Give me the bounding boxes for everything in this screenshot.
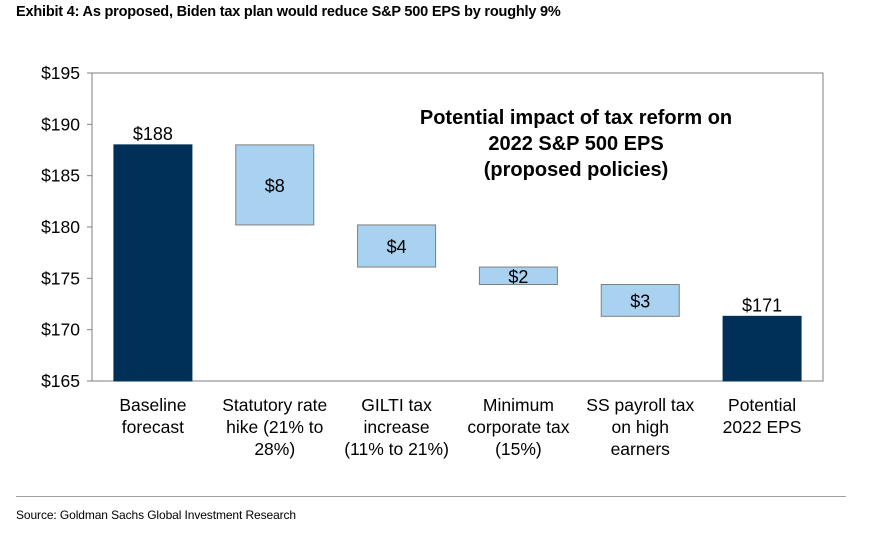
change-bar [357,224,437,268]
change-bar [478,266,558,285]
y-tick-label: $190 [41,114,80,134]
y-tick-label: $195 [41,63,80,83]
x-category-label: Baseline forecast [119,395,186,437]
change-bar [600,283,680,317]
exhibit-title: Exhibit 4: As proposed, Biden tax plan w… [16,4,561,20]
bars [113,144,802,382]
x-category-label: SS payroll tax on high earners [586,395,694,459]
waterfall-chart: $165$170$175$180$185$190$195 $188$8$4$2$… [41,63,824,459]
bar-value-label: $188 [133,124,173,144]
y-tick-label: $180 [41,217,80,237]
y-tick-label: $185 [41,166,80,186]
x-category-label: Statutory rate hike (21% to 28%) [222,395,327,459]
bar-labels: $188 $8 $4 $2 $3 $171 [133,124,782,315]
source-note: Source: Goldman Sachs Global Investment … [16,508,297,522]
bar-value-label: $3 [630,291,650,311]
y-tick-label: $170 [41,320,80,340]
y-tick-label: $165 [41,371,80,391]
x-category-label: GILTI tax increase (11% to 21%) [344,395,449,459]
x-category-label: Potential 2022 EPS [723,395,802,437]
bar-value-label: $2 [508,267,528,287]
y-axis-ticks: $165 $170 $175 $180 $185 $190 $195 [41,63,92,391]
source-divider [16,496,846,497]
inner-chart-title: Potential impact of tax reform on 2022 S&… [420,107,732,181]
plot-area [91,72,824,382]
x-category-label: Minimum corporate tax (15%) [467,395,569,459]
y-tick-label: $175 [41,268,80,288]
change-bar [235,144,315,226]
total-bar [113,144,193,382]
bar-value-label: $8 [265,176,285,196]
bar-value-label: $4 [387,237,407,257]
total-bar [722,315,802,382]
bar-value-label: $171 [742,295,782,315]
x-axis-labels: Baseline forecast Statutory rate hike (21% … [119,395,801,459]
